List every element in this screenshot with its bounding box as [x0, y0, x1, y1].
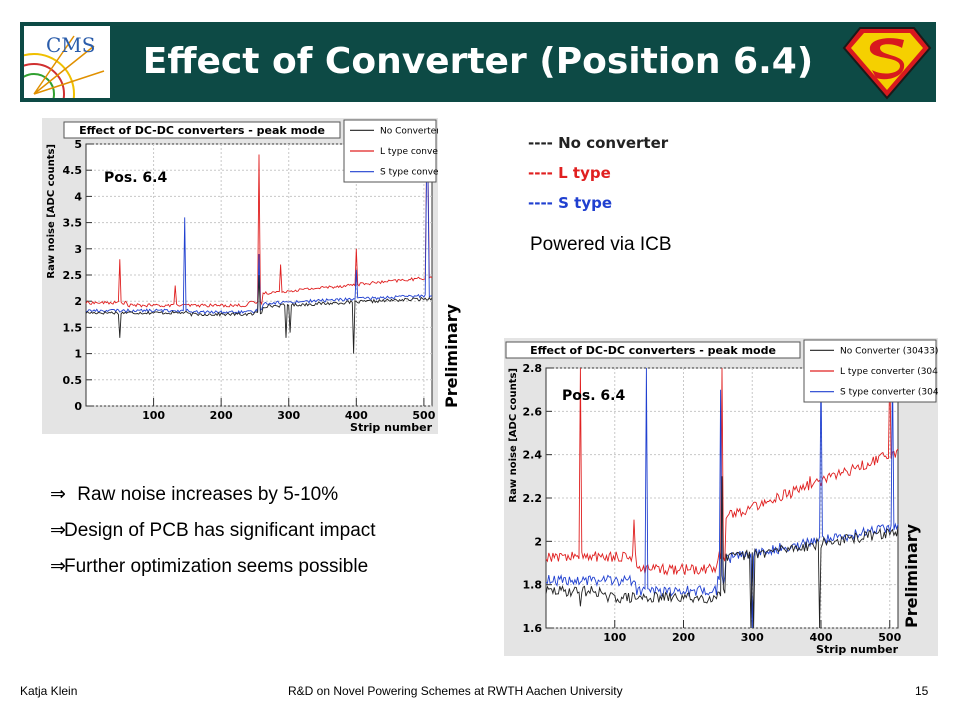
y-tick-label: 1.5: [63, 321, 83, 334]
slide-title: Effect of Converter (Position 6.4): [142, 41, 814, 82]
y-tick-label: 1.6: [523, 622, 543, 635]
conclusion-text: Design of PCB has significant impact: [64, 520, 376, 541]
y-axis-label: Raw noise [ADC counts]: [46, 144, 57, 279]
preliminary-label-2: Preliminary: [902, 523, 921, 628]
y-tick-label: 1.8: [523, 579, 543, 592]
x-tick-label: 200: [672, 631, 695, 644]
legend-entry: No Converter (30433): [380, 126, 438, 136]
chart-svg: Effect of DC-DC converters - peak mode 0 0…: [42, 118, 438, 434]
x-tick-label: 300: [277, 409, 300, 422]
legend-l-type: ---- L type: [528, 164, 611, 182]
legend-entry: No Converter (30433): [840, 346, 938, 356]
chart-annotation: Pos. 6.4: [562, 388, 625, 404]
legend-no-converter: ---- No converter: [528, 134, 669, 152]
y-tick-label: 4: [74, 190, 82, 203]
series-line: [85, 154, 433, 308]
chart-position-6-4-zoom: Effect of DC-DC converters - peak mode 1.…: [504, 338, 938, 656]
arrow-icon: ⇒: [50, 484, 66, 505]
chart-title-box: [63, 121, 341, 139]
y-tick-label: 3: [74, 243, 82, 256]
footer-page-number: 15: [915, 684, 929, 698]
y-tick-label: 2: [534, 535, 542, 548]
y-tick-label: 2.8: [523, 362, 543, 375]
legend-entry: S type converter (30475): [380, 168, 438, 178]
y-tick-label: 3.5: [63, 217, 83, 230]
y-axis-label: Raw noise [ADC counts]: [508, 368, 519, 503]
conclusion-item: ⇒Further optimization seems possible: [50, 550, 470, 586]
x-tick-label: 400: [810, 631, 833, 644]
x-tick-label: 500: [412, 409, 435, 422]
y-tick-label: 2.5: [63, 269, 83, 282]
legend-entry: L type converter (30461): [840, 367, 938, 377]
conclusion-list: ⇒ Raw noise increases by 5-10% ⇒Design o…: [50, 478, 470, 586]
chart-svg: Effect of DC-DC converters - peak mode 1.…: [504, 338, 938, 656]
chart-title: Effect of DC-DC converters - peak mode: [79, 124, 325, 137]
legend-entry: S type converter (30475): [840, 388, 938, 398]
y-tick-label: 2.2: [523, 492, 543, 505]
x-tick-label: 500: [878, 631, 901, 644]
legend-block: ---- No converter ---- L type ---- S typ…: [528, 130, 728, 220]
preliminary-label-1: Preliminary: [442, 303, 461, 408]
series-line: [85, 274, 433, 354]
series-line: [85, 169, 432, 315]
chart-position-6-4-full: Effect of DC-DC converters - peak mode 0 0…: [42, 118, 438, 434]
arrow-icon: ⇒: [50, 520, 66, 541]
series-line: [545, 367, 899, 629]
series-line: [545, 367, 899, 576]
arrow-icon: ⇒: [50, 556, 66, 577]
y-tick-label: 5: [74, 138, 82, 151]
series-line: [545, 476, 899, 629]
x-tick-label: 400: [345, 409, 368, 422]
x-axis-label: Strip number: [350, 421, 433, 434]
y-tick-label: 0: [74, 400, 82, 413]
superman-logo: [840, 24, 934, 100]
y-tick-label: 4.5: [63, 164, 83, 177]
x-tick-label: 300: [741, 631, 764, 644]
y-tick-label: 2.6: [523, 405, 543, 418]
conclusion-item: ⇒ Raw noise increases by 5-10%: [50, 478, 470, 514]
conclusion-item: ⇒Design of PCB has significant impact: [50, 514, 470, 550]
powered-via-icb: Powered via ICB: [530, 234, 672, 255]
legend-entry: L type converter (30461): [380, 147, 438, 157]
chart-title-box: [505, 341, 801, 359]
cms-logo-text: CMS: [46, 33, 95, 57]
y-tick-label: 0.5: [63, 374, 83, 387]
x-tick-label: 200: [210, 409, 233, 422]
x-tick-label: 100: [603, 631, 626, 644]
cms-logo: CMS: [0, 26, 110, 135]
chart-title: Effect of DC-DC converters - peak mode: [530, 344, 776, 357]
footer-talk-title: R&D on Novel Powering Schemes at RWTH Aa…: [288, 684, 623, 698]
y-tick-label: 1: [74, 348, 82, 361]
chart-annotation: Pos. 6.4: [104, 170, 167, 186]
conclusion-text: Raw noise increases by 5-10%: [72, 484, 339, 505]
title-bar: Effect of Converter (Position 6.4) CMS: [0, 22, 936, 135]
conclusion-text: Further optimization seems possible: [64, 556, 369, 577]
x-tick-label: 100: [142, 409, 165, 422]
y-tick-label: 2: [74, 295, 82, 308]
x-axis-label: Strip number: [816, 643, 899, 656]
footer-author: Katja Klein: [20, 684, 78, 698]
y-tick-label: 2.4: [523, 449, 543, 462]
legend-s-type: ---- S type: [528, 194, 613, 212]
